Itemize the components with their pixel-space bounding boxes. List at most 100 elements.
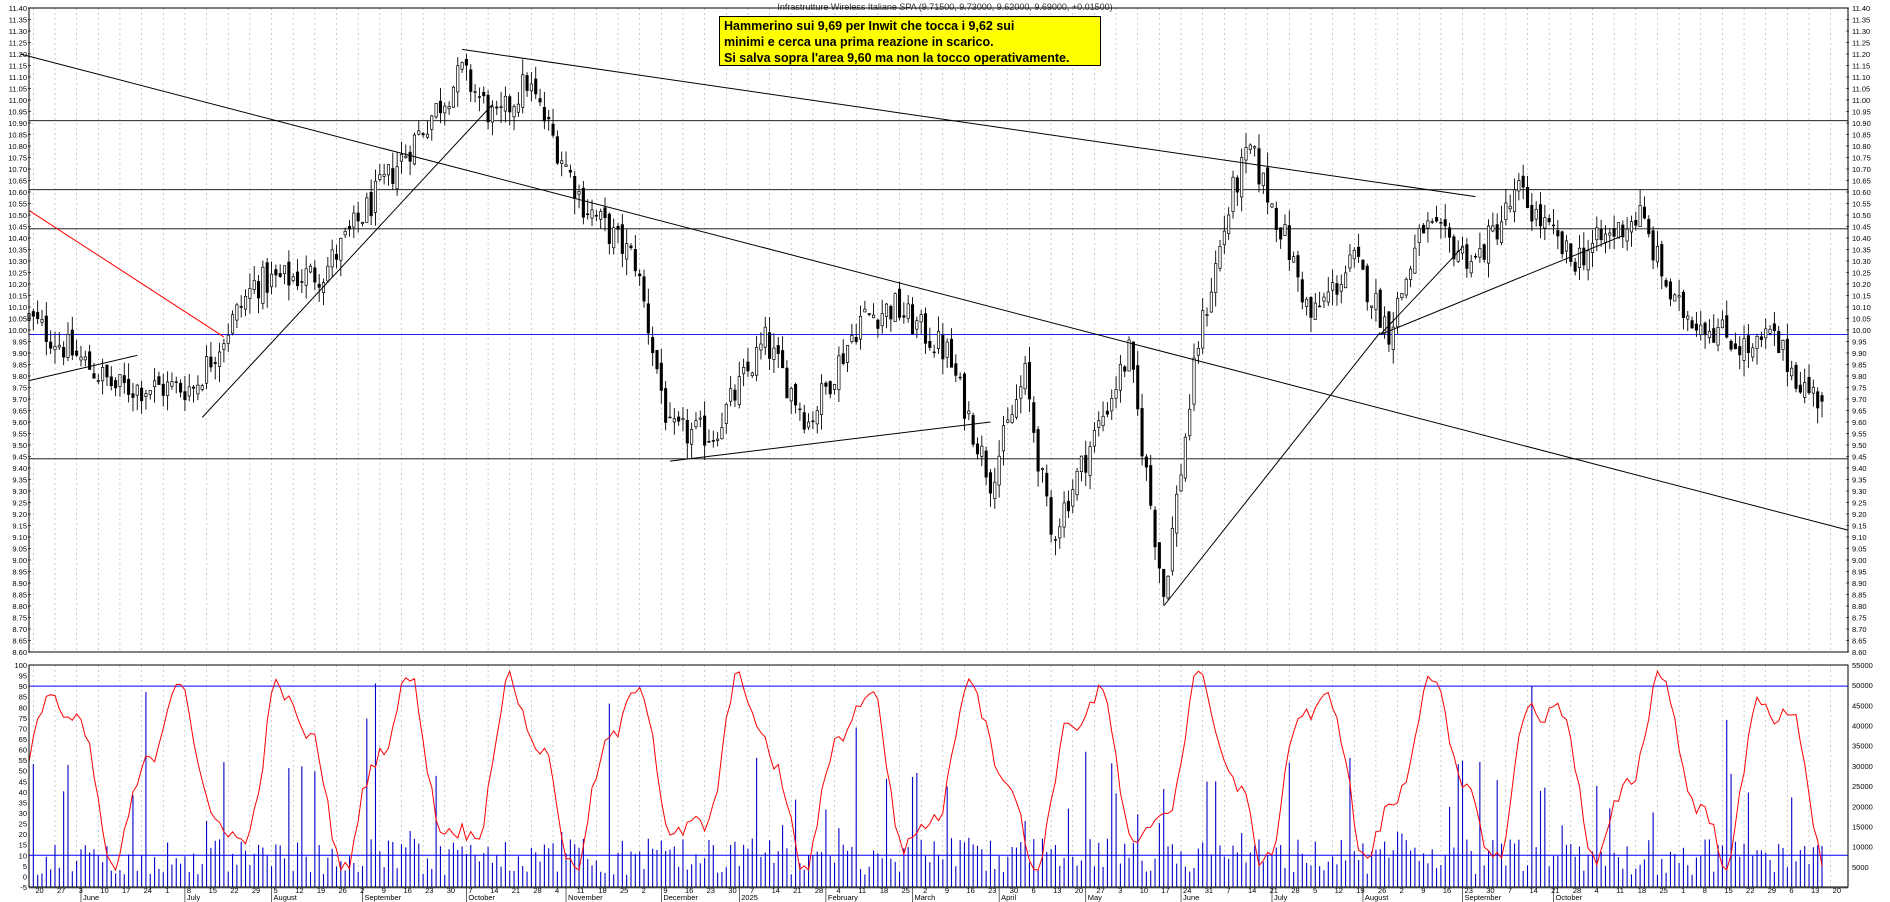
candle-body xyxy=(417,130,421,135)
candle-body xyxy=(629,245,633,249)
candle-body xyxy=(785,367,789,399)
price-tick-right: 9.55 xyxy=(1852,430,1867,439)
price-tick-right: 10.30 xyxy=(1852,257,1871,266)
candle-body xyxy=(92,373,96,379)
candle-body xyxy=(1686,315,1690,320)
candle-body xyxy=(949,338,954,368)
candle-body xyxy=(88,351,92,370)
price-tick-right: 11.05 xyxy=(1852,85,1870,94)
price-tick-left: 8.75 xyxy=(12,614,27,623)
candle-body xyxy=(430,115,434,130)
x-day-tick: 23 xyxy=(707,886,715,895)
candle-body xyxy=(1473,255,1478,258)
x-day-tick: 23 xyxy=(1465,886,1473,895)
candle-body xyxy=(1001,425,1006,452)
candle-body xyxy=(1660,244,1664,277)
volume-tick: 40000 xyxy=(1852,722,1873,731)
x-day-tick: 19 xyxy=(317,886,325,895)
candle-body xyxy=(1170,527,1174,572)
candle-body xyxy=(1127,339,1131,372)
candle-body xyxy=(677,416,681,422)
price-tick-right: 8.70 xyxy=(1852,625,1867,634)
candle-body xyxy=(1409,268,1413,280)
volume-tick: 35000 xyxy=(1852,742,1873,751)
oscillator-tick: 30 xyxy=(19,809,27,818)
price-tick-left: 10.05 xyxy=(8,315,27,324)
trendline xyxy=(28,354,138,382)
candle-body xyxy=(945,341,949,358)
candle-body xyxy=(1049,497,1053,535)
candle-body xyxy=(625,243,629,260)
x-day-tick: 13 xyxy=(1053,886,1061,895)
x-month-label: June xyxy=(1183,893,1199,902)
candle-body xyxy=(317,283,321,288)
x-month-label: 2025 xyxy=(741,893,758,902)
x-day-tick: 2 xyxy=(1400,886,1404,895)
x-day-tick: 28 xyxy=(815,886,823,895)
candle-body xyxy=(40,319,44,323)
oscillator-line xyxy=(28,669,1823,872)
price-tick-left: 9.15 xyxy=(12,522,27,531)
candle-body xyxy=(529,83,533,92)
candle-body xyxy=(590,209,594,219)
candle-body xyxy=(395,166,399,190)
x-month-label: July xyxy=(187,893,201,902)
candle-body xyxy=(356,212,360,222)
candle-body xyxy=(1404,278,1408,296)
candle-body xyxy=(31,311,35,317)
levels-layer xyxy=(29,120,1848,856)
candle-body xyxy=(456,65,460,93)
x-day-tick: 11 xyxy=(577,886,585,895)
candle-body xyxy=(1530,205,1534,222)
candle-body xyxy=(1707,331,1711,339)
candle-body xyxy=(1803,382,1807,398)
candle-body xyxy=(1240,157,1244,198)
price-tick-right: 10.90 xyxy=(1852,119,1871,128)
candle-body xyxy=(707,441,711,443)
candle-body xyxy=(824,382,828,387)
candle-body xyxy=(607,213,611,244)
frame-layer xyxy=(28,7,1849,889)
candle-body xyxy=(958,376,962,379)
candle-body xyxy=(96,380,100,382)
oscillator-tick: 95 xyxy=(19,672,27,681)
candle-body xyxy=(282,265,287,275)
candle-body xyxy=(902,315,906,318)
candle-body xyxy=(871,314,876,319)
x-day-tick: 5 xyxy=(274,886,278,895)
candle-body xyxy=(1235,177,1239,193)
candle-body xyxy=(421,133,425,136)
volume-tick: 15000 xyxy=(1852,822,1873,831)
price-tick-left: 11.15 xyxy=(9,62,27,71)
price-tick-left: 9.65 xyxy=(12,407,27,416)
candle-body xyxy=(1196,347,1200,356)
price-tick-right: 9.00 xyxy=(1852,556,1867,565)
candle-body xyxy=(1586,250,1590,271)
price-tick-right: 9.80 xyxy=(1852,372,1867,381)
candle-body xyxy=(239,306,243,308)
price-tick-right: 10.00 xyxy=(1852,326,1871,335)
candle-body xyxy=(1551,224,1556,227)
candle-body xyxy=(781,350,785,369)
trendline xyxy=(1379,246,1463,335)
candle-body xyxy=(1668,281,1672,300)
price-tick-right: 10.70 xyxy=(1852,165,1871,174)
price-tick-left: 9.70 xyxy=(12,395,27,404)
candle-body xyxy=(274,269,278,276)
candle-body xyxy=(1491,225,1495,232)
candle-body xyxy=(1582,247,1586,266)
candle-body xyxy=(1188,408,1192,437)
candle-body xyxy=(226,334,230,344)
price-tick-right: 10.65 xyxy=(1852,177,1871,186)
price-tick-right: 9.60 xyxy=(1852,418,1867,427)
candle-body xyxy=(884,303,889,317)
candle-body xyxy=(1703,322,1707,336)
candle-body xyxy=(1123,366,1127,372)
candle-body xyxy=(746,361,750,372)
candle-body xyxy=(893,293,897,322)
candle-body xyxy=(1677,295,1681,298)
candle-body xyxy=(174,381,178,383)
candle-body xyxy=(360,222,365,225)
oscillator-tick: 80 xyxy=(19,703,27,712)
